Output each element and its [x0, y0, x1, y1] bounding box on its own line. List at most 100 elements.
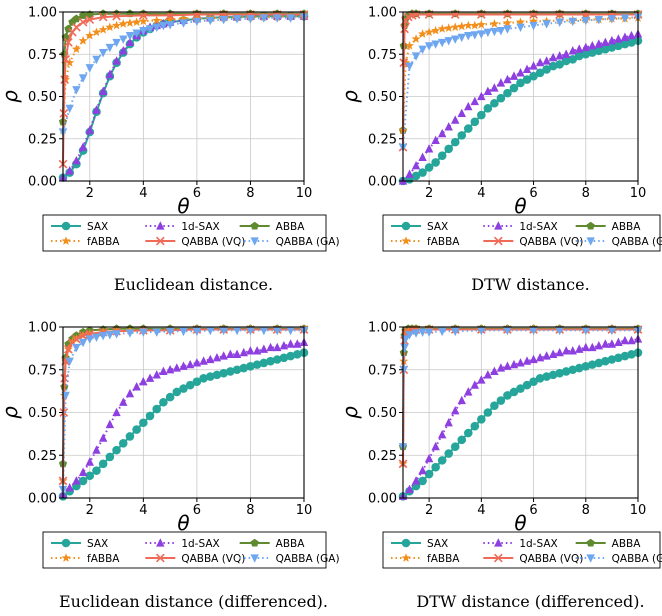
data-point [548, 61, 558, 71]
data-point [132, 29, 141, 38]
legend-label: ABBA [612, 538, 642, 550]
data-point [607, 35, 617, 45]
data-point [259, 14, 269, 23]
data-point [112, 445, 121, 455]
data-point [132, 382, 141, 391]
x-tick-label: 2 [86, 186, 94, 201]
data-point [85, 471, 95, 481]
series-sax [398, 36, 643, 186]
data-point [118, 19, 128, 28]
series-line [62, 328, 304, 481]
data-point [85, 15, 95, 24]
data-point [431, 158, 440, 167]
data-point [477, 30, 486, 39]
data-point [266, 342, 275, 352]
data-point [232, 349, 242, 358]
legend-marker [250, 554, 259, 563]
data-point [125, 37, 135, 47]
series-qabba-vq [58, 10, 309, 169]
y-tick-label: 1.00 [368, 6, 397, 21]
data-point [286, 351, 295, 361]
data-point [594, 46, 604, 56]
data-point [437, 38, 447, 48]
x-tick-label: 4 [139, 186, 147, 201]
data-point [112, 330, 121, 339]
data-point [444, 449, 453, 458]
data-point [620, 351, 630, 361]
data-point [401, 57, 411, 67]
legend-marker [155, 553, 165, 563]
y-tick-label: 0.50 [368, 406, 397, 421]
data-point [470, 380, 480, 389]
data-point [542, 56, 551, 65]
y-tick-label: 0.75 [368, 48, 397, 63]
data-point [78, 11, 88, 19]
data-point [179, 327, 188, 337]
series-1d-sax [398, 29, 643, 185]
data-point [119, 35, 128, 44]
data-point [548, 52, 558, 62]
data-point [98, 24, 108, 34]
data-point [286, 14, 295, 23]
data-point [98, 331, 108, 341]
data-point [226, 367, 235, 376]
data-point [293, 339, 302, 348]
legend-marker [401, 553, 411, 562]
data-point [451, 405, 460, 415]
legend-box [42, 214, 327, 252]
data-point [98, 48, 108, 58]
data-point [411, 34, 421, 43]
data-point [548, 349, 558, 358]
data-point [588, 342, 597, 352]
chart-panel-4: 2 4 6 8 10 0.00 0.25 0.50 0.75 1.00 θ ρ SAX 1d-SAX ABB… [338, 321, 662, 612]
data-point [424, 42, 434, 51]
data-point [85, 335, 94, 344]
data-point [85, 457, 94, 466]
data-point [259, 326, 269, 336]
data-point [464, 387, 473, 396]
data-point [509, 359, 519, 369]
data-point [522, 380, 532, 390]
data-point [574, 51, 584, 61]
data-point [185, 359, 195, 369]
data-point [561, 367, 571, 376]
data-point [581, 342, 590, 352]
data-point [411, 476, 421, 485]
data-point [437, 456, 447, 465]
chart-caption: Euclidean distance. [114, 275, 273, 294]
legend-marker [401, 236, 411, 245]
legend-marker [61, 553, 71, 562]
y-tick-label: 0.25 [28, 132, 57, 147]
data-point [192, 377, 202, 387]
data-point [178, 13, 189, 23]
legend-label: QABBA (VQ) [519, 236, 583, 248]
data-point [266, 356, 275, 366]
data-point [239, 347, 248, 357]
data-point [119, 46, 128, 55]
data-point [199, 356, 208, 365]
data-point [477, 375, 486, 384]
data-point [165, 327, 175, 337]
data-point [464, 101, 473, 111]
data-point [601, 37, 610, 47]
legend-label: 1d-SAX [181, 221, 219, 233]
data-point [503, 361, 512, 370]
data-point [568, 365, 578, 375]
data-point [252, 346, 262, 355]
data-point [159, 21, 168, 31]
series-sax [58, 348, 309, 501]
legend-marker [61, 236, 71, 245]
data-point [568, 55, 578, 64]
data-point [139, 328, 148, 337]
data-point [477, 110, 486, 120]
data-point [72, 14, 81, 23]
data-point [78, 476, 88, 486]
data-point [483, 104, 493, 113]
chart-panel-3: 2 4 6 8 10 0.00 0.25 0.50 0.75 1.00 θ ρ SAX 1d-SAX ABB… [0, 321, 340, 612]
y-axis-label: ρ [0, 90, 22, 103]
data-point [496, 78, 506, 87]
series-line [62, 13, 304, 165]
data-point [601, 339, 610, 348]
data-point [496, 26, 506, 36]
